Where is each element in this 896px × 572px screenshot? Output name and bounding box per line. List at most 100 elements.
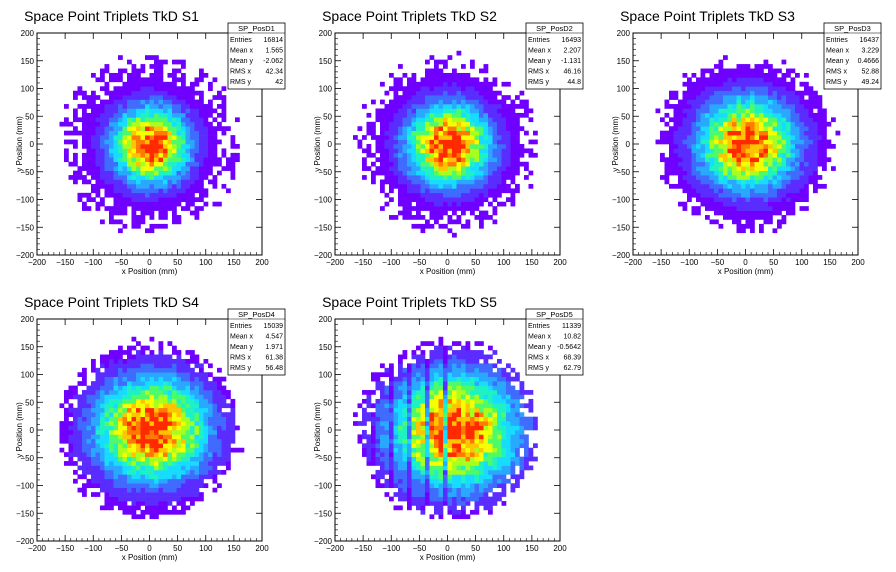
heatmap-cell	[100, 465, 105, 471]
heatmap-cell	[483, 112, 489, 118]
heatmap-cell	[768, 90, 773, 96]
heatmap-cell	[122, 509, 128, 515]
heatmap-cell	[380, 112, 385, 118]
heatmap-cell	[429, 144, 435, 149]
heatmap-cell	[95, 121, 101, 127]
heatmap-cell	[100, 135, 105, 140]
heatmap-cell	[113, 148, 119, 154]
heatmap-cell	[700, 68, 706, 74]
heatmap-cell	[181, 148, 186, 154]
heatmap-cell	[109, 492, 114, 497]
heatmap-cell	[73, 438, 78, 444]
heatmap-cell	[167, 425, 173, 431]
heatmap-cell	[416, 90, 421, 96]
heatmap-cell	[181, 496, 186, 502]
heatmap-cell	[190, 121, 195, 127]
heatmap-cell	[817, 135, 823, 140]
heatmap-cell	[230, 139, 236, 145]
heatmap-cell	[91, 381, 96, 386]
heatmap-cell	[407, 192, 412, 198]
heatmap-cell	[763, 166, 769, 171]
heatmap-cell	[759, 104, 764, 109]
heatmap-cell	[411, 77, 417, 83]
heatmap-cell	[718, 166, 724, 171]
stats-row-value: 1.971	[265, 344, 283, 351]
heatmap-cell	[113, 206, 119, 211]
heatmap-cell	[384, 148, 390, 154]
heatmap-cell	[799, 175, 805, 180]
heatmap-cell	[682, 188, 688, 194]
heatmap-cell	[705, 135, 710, 140]
heatmap-cell	[813, 152, 818, 158]
heatmap-cell	[790, 148, 796, 154]
heatmap-cell	[100, 390, 105, 395]
heatmap-cell	[398, 469, 403, 475]
heatmap-cell	[203, 394, 209, 400]
heatmap-cell	[470, 135, 475, 140]
heatmap-cell	[190, 86, 195, 92]
heatmap-cell	[813, 117, 818, 123]
heatmap-cell	[194, 487, 200, 493]
heatmap-cell	[217, 139, 222, 145]
heatmap-cell	[73, 108, 78, 114]
heatmap-cell	[443, 144, 448, 149]
heatmap-cell	[77, 398, 83, 404]
heatmap-cell	[167, 135, 173, 140]
heatmap-cell	[127, 104, 132, 109]
heatmap-cell	[59, 403, 65, 409]
heatmap-cell	[398, 126, 403, 131]
heatmap-cell	[203, 461, 209, 466]
heatmap-cell	[461, 144, 466, 149]
heatmap-cell	[727, 188, 733, 194]
heatmap-cell	[104, 412, 110, 417]
heatmap-cell	[86, 425, 92, 431]
heatmap-cell	[100, 412, 105, 417]
heatmap-cell	[217, 452, 222, 457]
heatmap-cell	[438, 108, 444, 114]
heatmap-cell	[745, 197, 751, 203]
heatmap-cell	[438, 130, 444, 136]
heatmap-cell	[429, 104, 435, 109]
heatmap-cell	[73, 126, 78, 131]
heatmap-cell	[109, 398, 114, 404]
heatmap-cell	[402, 215, 408, 220]
heatmap-cell	[461, 188, 466, 194]
heatmap-cell	[411, 130, 417, 136]
heatmap-cell	[461, 148, 466, 154]
heatmap-cell	[185, 443, 191, 449]
heatmap-cell	[122, 456, 128, 462]
heatmap-cell	[362, 416, 367, 422]
heatmap-cell	[176, 175, 182, 180]
heatmap-cell	[163, 443, 168, 449]
y-tick-label: 50	[621, 112, 630, 121]
heatmap-cell	[700, 166, 706, 171]
heatmap-cell	[393, 95, 399, 100]
heatmap-cell	[185, 407, 191, 413]
heatmap-cell	[172, 367, 177, 373]
heatmap-cell	[154, 385, 159, 391]
heatmap-cell	[104, 64, 110, 69]
heatmap-cell	[140, 215, 146, 220]
heatmap-cell	[380, 152, 385, 158]
stats-box-name: SP_PosD4	[238, 310, 275, 319]
heatmap-cell	[149, 372, 155, 378]
y-tick-label: −150	[314, 223, 333, 232]
heatmap-cell	[519, 152, 525, 158]
heatmap-cell	[447, 152, 453, 158]
heatmap-cell	[91, 183, 96, 189]
heatmap-cell	[190, 438, 195, 444]
heatmap-cell	[786, 108, 791, 114]
heatmap-cell	[664, 99, 670, 105]
heatmap-cell	[461, 152, 466, 158]
heatmap-cell	[68, 461, 74, 466]
heatmap-cell	[82, 166, 87, 171]
heatmap-cell	[172, 345, 177, 351]
heatmap-cell	[808, 112, 814, 118]
heatmap-cell	[194, 438, 200, 444]
heatmap-cell	[384, 394, 390, 400]
heatmap-cell	[158, 421, 164, 426]
heatmap-cell	[497, 104, 502, 109]
heatmap-cell	[434, 95, 439, 100]
heatmap-cell	[510, 139, 516, 145]
heatmap-cell	[398, 99, 403, 105]
